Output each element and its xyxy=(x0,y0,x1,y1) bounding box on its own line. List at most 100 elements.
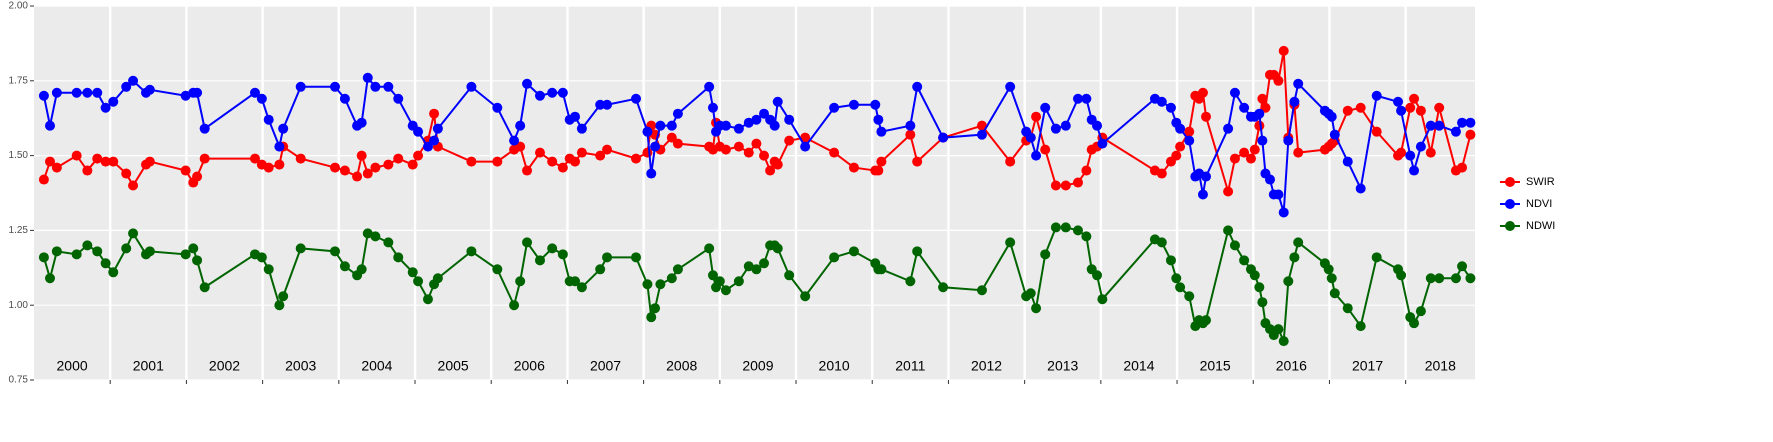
point xyxy=(192,87,203,98)
year-label: 2004 xyxy=(361,358,392,374)
point xyxy=(595,264,606,275)
point xyxy=(1283,276,1294,287)
point xyxy=(1409,165,1420,176)
point xyxy=(1072,93,1083,104)
point xyxy=(938,282,949,293)
point xyxy=(1265,174,1276,185)
point xyxy=(938,132,949,143)
point xyxy=(1081,93,1092,104)
point xyxy=(356,117,367,128)
point xyxy=(128,75,139,86)
point xyxy=(759,258,770,269)
point xyxy=(1409,93,1420,104)
year-label: 2014 xyxy=(1123,358,1154,374)
point xyxy=(278,291,289,302)
point xyxy=(751,114,762,125)
point xyxy=(263,162,274,173)
point xyxy=(1457,162,1468,173)
y-tick-label: 1.25 xyxy=(9,225,29,236)
point xyxy=(1326,273,1337,284)
point xyxy=(976,129,987,140)
point xyxy=(1025,288,1036,299)
point xyxy=(1260,102,1271,113)
point xyxy=(180,249,191,260)
point xyxy=(743,261,754,272)
point xyxy=(1097,138,1108,149)
y-tick-label: 1.50 xyxy=(9,150,29,161)
point xyxy=(704,243,715,254)
point xyxy=(720,144,731,155)
point xyxy=(646,312,657,323)
point xyxy=(256,252,267,263)
point xyxy=(339,261,350,272)
point xyxy=(1031,150,1042,161)
point xyxy=(1092,270,1103,281)
year-label: 2001 xyxy=(133,358,164,374)
point xyxy=(1175,282,1186,293)
year-label: 2010 xyxy=(819,358,850,374)
point xyxy=(199,123,210,134)
year-label: 2012 xyxy=(971,358,1002,374)
point xyxy=(1005,81,1016,92)
point xyxy=(51,246,62,257)
point xyxy=(547,243,558,254)
point xyxy=(1097,294,1108,305)
point xyxy=(765,165,776,176)
point xyxy=(38,252,49,263)
point xyxy=(1425,120,1436,131)
point xyxy=(295,243,306,254)
point xyxy=(100,258,111,269)
year-label: 2018 xyxy=(1425,358,1456,374)
point xyxy=(1355,183,1366,194)
point xyxy=(1273,189,1284,200)
point xyxy=(1293,147,1304,158)
point xyxy=(1239,147,1250,158)
series xyxy=(38,45,1476,197)
point xyxy=(121,243,132,254)
point xyxy=(121,168,132,179)
point xyxy=(1239,102,1250,113)
point xyxy=(876,126,887,137)
point xyxy=(1072,225,1083,236)
point xyxy=(92,87,103,98)
point xyxy=(180,165,191,176)
point xyxy=(144,246,155,257)
point xyxy=(912,156,923,167)
point xyxy=(547,156,558,167)
point xyxy=(1092,120,1103,131)
point xyxy=(1229,87,1240,98)
point xyxy=(1060,180,1071,191)
point xyxy=(429,135,440,146)
point xyxy=(92,246,103,257)
point xyxy=(631,153,642,164)
point xyxy=(1293,78,1304,89)
point xyxy=(655,279,666,290)
point xyxy=(370,81,381,92)
point xyxy=(1371,252,1382,263)
point xyxy=(1050,222,1061,233)
point xyxy=(274,141,285,152)
point xyxy=(515,276,526,287)
point xyxy=(71,249,82,260)
point xyxy=(330,246,341,257)
point xyxy=(1201,315,1212,326)
point xyxy=(383,81,394,92)
point xyxy=(492,264,503,275)
point xyxy=(672,138,683,149)
point xyxy=(492,102,503,113)
point xyxy=(666,120,677,131)
point xyxy=(1457,117,1468,128)
year-label: 2011 xyxy=(895,358,925,374)
point xyxy=(330,162,341,173)
point xyxy=(1293,237,1304,248)
point xyxy=(1278,336,1289,347)
point xyxy=(595,99,606,110)
point xyxy=(1434,273,1445,284)
point xyxy=(650,141,661,152)
point xyxy=(1223,123,1234,134)
point xyxy=(339,165,350,176)
year-label: 2007 xyxy=(590,358,621,374)
point xyxy=(1184,126,1195,137)
point xyxy=(1405,150,1416,161)
point xyxy=(733,123,744,134)
